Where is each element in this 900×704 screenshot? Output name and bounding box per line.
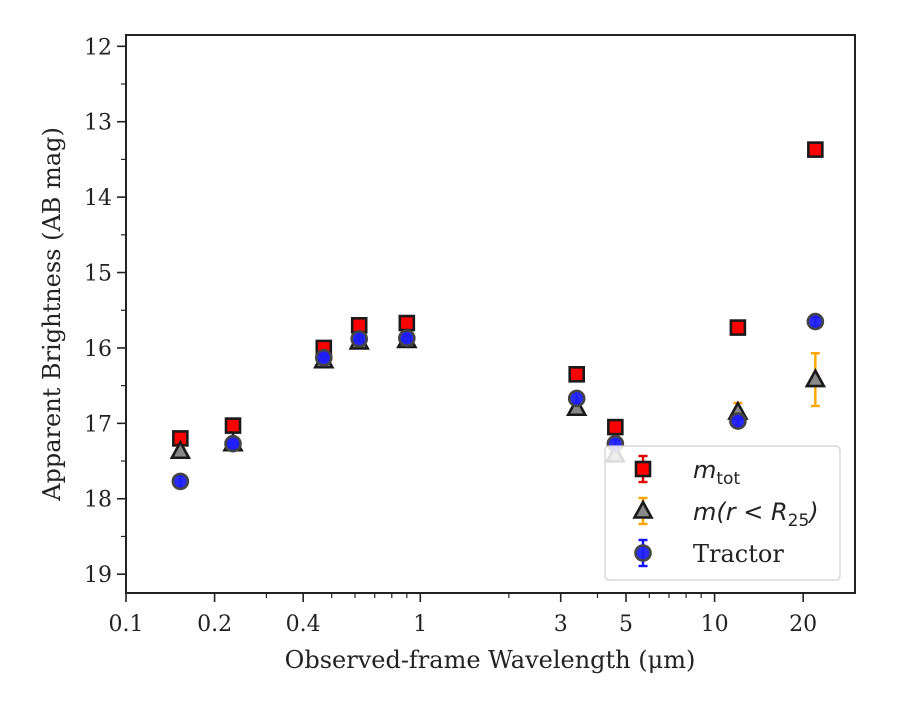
data-point xyxy=(398,329,416,347)
data-point xyxy=(568,366,586,383)
legend-box xyxy=(604,445,841,581)
legend-label: Tractor xyxy=(693,540,784,568)
y-tick-label: 14 xyxy=(84,186,112,211)
series-2 xyxy=(169,328,827,463)
x-tick-label: 0.2 xyxy=(197,612,232,637)
x-axis-label: Observed-frame Wavelength (μm) xyxy=(285,646,696,674)
x-tick-label: 0.4 xyxy=(286,612,321,637)
plot-frame xyxy=(125,34,856,594)
series-3 xyxy=(171,312,825,491)
y-tick-label: 17 xyxy=(84,412,112,437)
data-points xyxy=(169,141,827,491)
data-point xyxy=(567,389,586,408)
legend-entry: m(r < R25) xyxy=(632,496,819,531)
y-tick-label: 13 xyxy=(84,111,112,136)
legend-marker xyxy=(634,460,652,478)
x-tick-label: 0.1 xyxy=(109,612,144,637)
legend-label: mtot xyxy=(693,456,740,489)
x-tick-label: 20 xyxy=(789,612,817,637)
x-tick-label: 3 xyxy=(554,612,568,637)
legend-marker xyxy=(632,499,654,519)
y-tick-label: 19 xyxy=(84,563,112,588)
legend-entry: mtot xyxy=(634,454,740,489)
y-tick-label: 15 xyxy=(84,262,112,287)
series-1 xyxy=(172,141,824,447)
data-point xyxy=(807,141,824,158)
data-point xyxy=(169,439,192,460)
legend: mtot m(r < R25) Tractor xyxy=(604,445,841,581)
data-point xyxy=(607,418,624,436)
data-point xyxy=(314,348,333,367)
data-point xyxy=(804,367,827,388)
x-tick-label: 1 xyxy=(413,612,427,637)
x-tick-label: 10 xyxy=(701,612,729,637)
x-tick-label: 5 xyxy=(619,612,633,637)
data-point xyxy=(350,330,368,348)
legend-label: m(r < R25) xyxy=(693,498,819,531)
y-tick-label: 18 xyxy=(84,488,112,513)
y-tick-label: 12 xyxy=(84,35,112,60)
legend-marker xyxy=(634,544,652,562)
y-axis-label: Apparent Brightness (AB mag) xyxy=(38,127,66,502)
y-tick-label: 16 xyxy=(84,337,112,362)
data-point xyxy=(224,434,242,453)
data-point xyxy=(398,314,416,332)
data-point xyxy=(729,319,747,336)
data-point xyxy=(806,312,825,331)
data-point xyxy=(729,412,747,430)
legend-entry: Tractor xyxy=(634,538,784,568)
data-point xyxy=(224,417,242,434)
data-point xyxy=(171,472,190,491)
